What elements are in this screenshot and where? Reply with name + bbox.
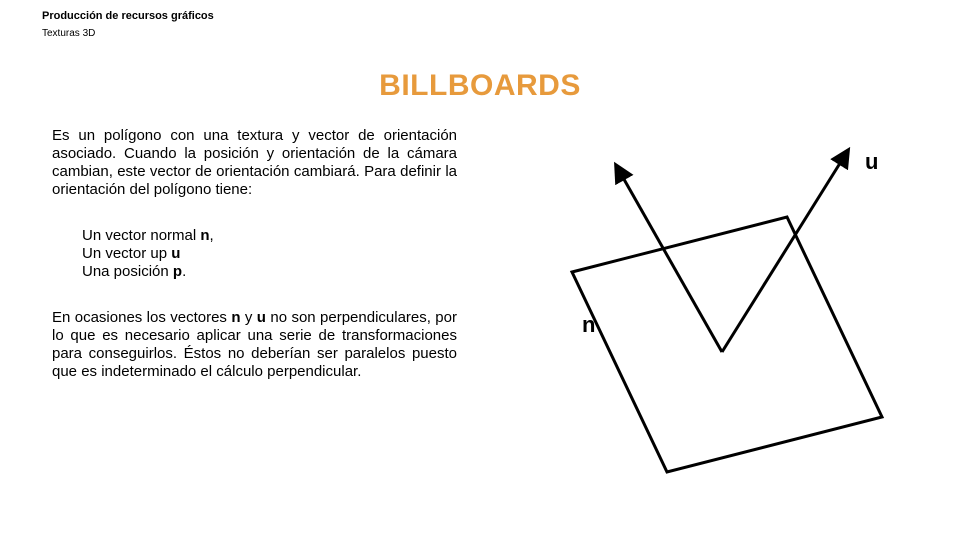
list-item-bold: u (171, 245, 180, 262)
arrow-u (722, 152, 847, 352)
paragraph-1: Es un polígono con una textura y vector … (52, 127, 457, 199)
text-column: Es un polígono con una textura y vector … (52, 127, 457, 381)
content-area: Es un polígono con una textura y vector … (0, 127, 960, 381)
billboard-diagram: n u (487, 127, 947, 507)
list-item-text: Una posición (82, 263, 173, 280)
list-item-normal: Un vector normal n, (82, 227, 457, 245)
label-u: u (865, 149, 878, 174)
list-item-position: Una posición p. (82, 263, 457, 281)
header-subtitle: Texturas 3D (42, 28, 960, 39)
para2-bold-n: n (231, 309, 240, 326)
list-item-bold: n (200, 227, 209, 244)
paragraph-2: En ocasiones los vectores n y u no son p… (52, 309, 457, 381)
arrow-n (617, 167, 722, 352)
main-title: BILLBOARDS (0, 69, 960, 103)
list-item-up: Un vector up u (82, 245, 457, 263)
list-item-text: Un vector normal (82, 227, 200, 244)
list-item-bold: p (173, 263, 182, 280)
page-header: Producción de recursos gráficos Texturas… (0, 0, 960, 39)
label-n: n (582, 312, 595, 337)
diagram-column: n u (487, 127, 930, 381)
para2-seg: En ocasiones los vectores (52, 309, 231, 326)
list-item-text: Un vector up (82, 245, 171, 262)
para2-bold-u: u (257, 309, 266, 326)
para2-seg: y (241, 309, 257, 326)
list-item-suffix: , (210, 227, 214, 244)
header-title: Producción de recursos gráficos (42, 10, 960, 22)
vector-list: Un vector normal n, Un vector up u Una p… (82, 227, 457, 281)
list-item-suffix: . (182, 263, 186, 280)
